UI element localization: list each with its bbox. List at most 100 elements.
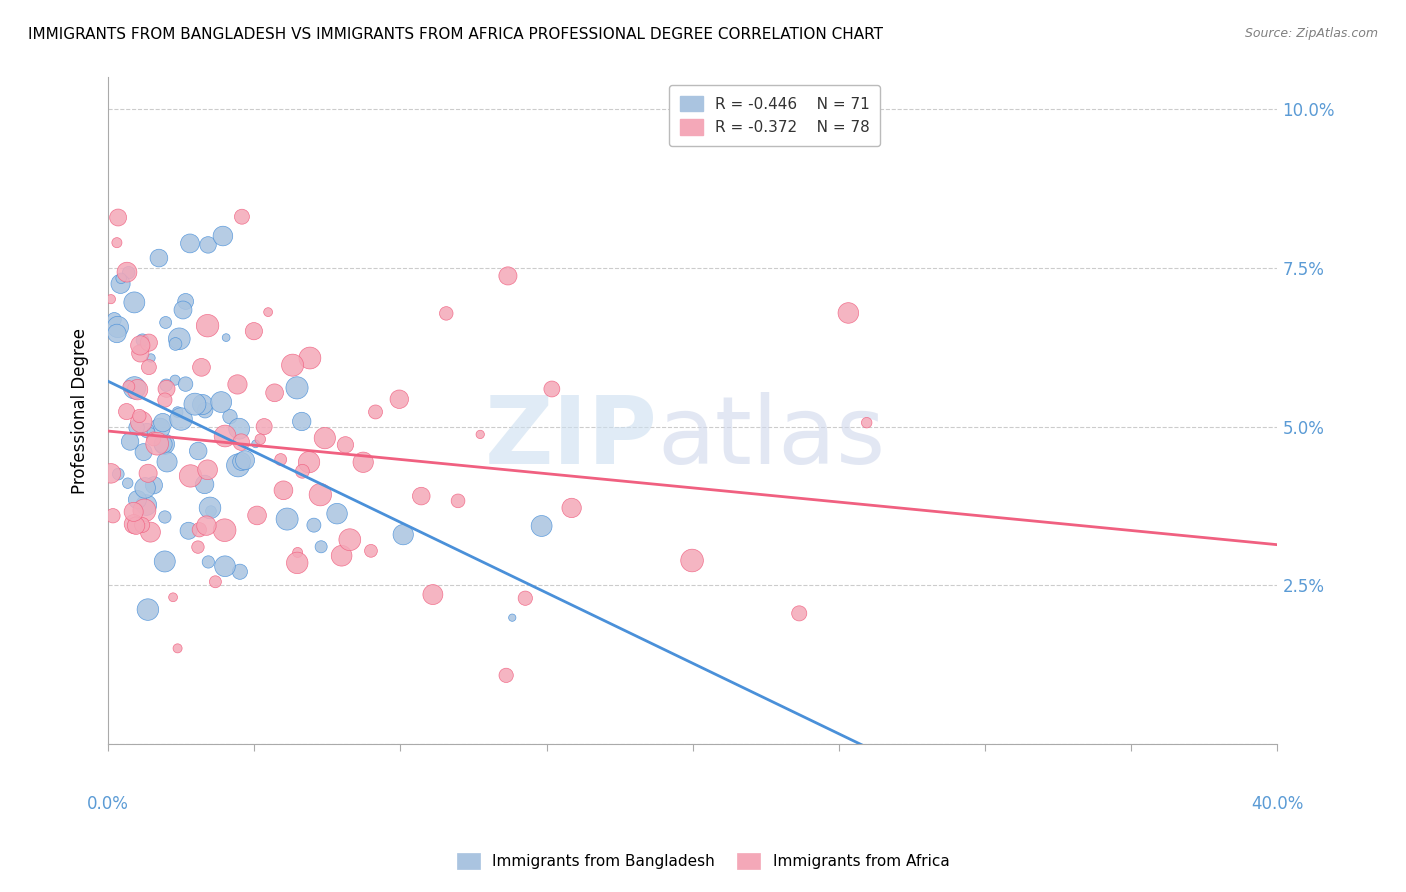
Point [131,518,153,533]
Point [174,294,197,309]
Point [179,469,201,483]
Point [352,455,374,469]
Point [561,500,583,515]
Point [184,397,207,411]
Point [174,377,197,392]
Point [152,416,174,430]
Point [129,346,152,360]
Point [136,602,159,616]
Point [110,277,132,291]
Point [263,385,285,400]
Text: IMMIGRANTS FROM BANGLADESH VS IMMIGRANTS FROM AFRICA PROFESSIONAL DEGREE CORRELA: IMMIGRANTS FROM BANGLADESH VS IMMIGRANTS… [28,27,883,42]
Point [135,498,157,512]
Text: Source: ZipAtlas.com: Source: ZipAtlas.com [1244,27,1378,40]
Point [212,229,235,244]
Point [120,434,142,449]
Point [364,405,387,419]
Point [134,503,156,517]
Point [470,427,492,442]
Point [228,422,250,436]
Point [281,358,304,372]
Point [270,452,292,467]
Point [330,549,353,563]
Point [170,412,193,426]
Point [103,312,125,326]
Point [129,415,152,429]
Point [335,438,357,452]
Point [166,405,188,419]
Point [214,523,236,537]
Point [314,431,336,445]
Point [226,458,249,473]
Point [132,445,155,459]
Point [129,338,152,352]
Point [155,316,177,330]
Point [101,508,124,523]
Point [172,303,194,318]
Point [153,510,176,524]
Point [128,409,150,423]
Point [153,437,176,451]
Point [787,607,810,621]
Text: 40.0%: 40.0% [1251,795,1303,813]
Point [122,517,145,532]
Point [194,403,217,417]
Point [124,381,146,395]
Point [360,544,382,558]
Point [122,505,145,519]
Point [285,381,308,395]
Point [105,235,128,250]
Point [309,540,332,554]
Point [139,351,162,365]
Point [110,271,132,285]
Text: 0.0%: 0.0% [87,795,129,813]
Point [162,591,184,605]
Point [326,507,349,521]
Point [291,464,314,478]
Point [194,477,217,491]
Point [197,318,219,333]
Point [530,519,553,533]
Point [105,326,128,341]
Text: atlas: atlas [658,392,886,483]
Point [200,504,222,518]
Point [149,421,172,435]
Point [146,436,169,450]
Point [139,525,162,540]
Point [165,373,187,387]
Point [115,265,138,279]
Point [219,409,242,424]
Point [302,518,325,533]
Point [125,420,148,434]
Point [233,453,256,467]
Point [107,467,129,481]
Point [107,320,129,334]
Point [195,518,218,533]
Point [215,330,238,344]
Point [231,210,253,224]
Point [117,266,139,280]
Point [434,306,457,320]
Point [169,332,191,346]
Point [165,337,187,351]
Point [125,518,148,533]
Point [388,392,411,407]
Point [136,424,159,438]
Point [138,360,160,375]
Point [229,565,252,579]
Point [276,512,298,526]
Point [197,463,219,477]
Point [148,251,170,265]
Point [118,379,141,393]
Point [197,238,219,252]
Point [855,416,877,430]
Point [166,641,188,656]
Point [501,610,523,624]
Point [214,429,236,443]
Point [127,492,149,507]
Point [131,333,153,347]
Point [249,432,271,446]
Point [287,545,309,559]
Point [152,437,174,451]
Point [273,483,295,498]
